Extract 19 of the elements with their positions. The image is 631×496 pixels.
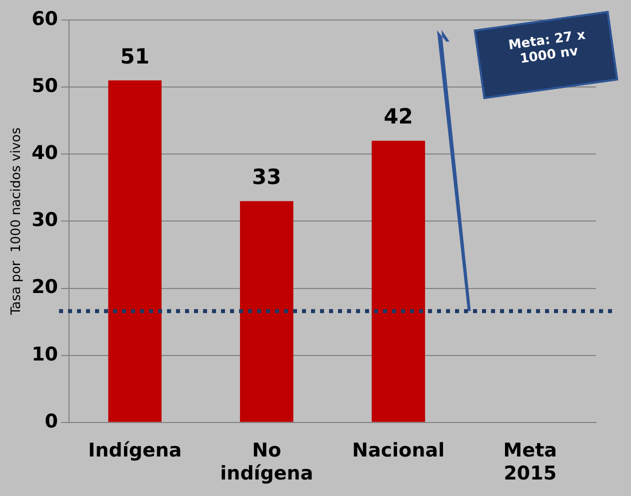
y-tick-label: 10: [32, 343, 58, 366]
y-tick-label: 30: [32, 209, 58, 232]
x-tick-label: Nacional: [352, 440, 445, 462]
y-axis-title: Tasa por 1000 nacidos vivos: [9, 127, 24, 316]
data-label: 51: [120, 44, 150, 68]
y-tick-label: 50: [32, 75, 58, 98]
bar: [108, 80, 162, 422]
x-tick-label: No indígena: [220, 440, 314, 485]
bar: [372, 140, 426, 422]
bar: [240, 201, 294, 422]
y-tick-label: 40: [32, 142, 58, 164]
data-label: 33: [252, 165, 282, 190]
y-tick-label: 20: [32, 276, 58, 298]
x-tick-label: Meta 2015: [503, 440, 557, 485]
y-tick-label: 60: [32, 8, 58, 30]
annotation: Meta: 27 x 1000 nv: [506, 26, 588, 69]
y-tick-label: 0: [44, 410, 58, 432]
data-label: 42: [384, 104, 414, 129]
x-tick-label: Indígena: [88, 440, 182, 462]
